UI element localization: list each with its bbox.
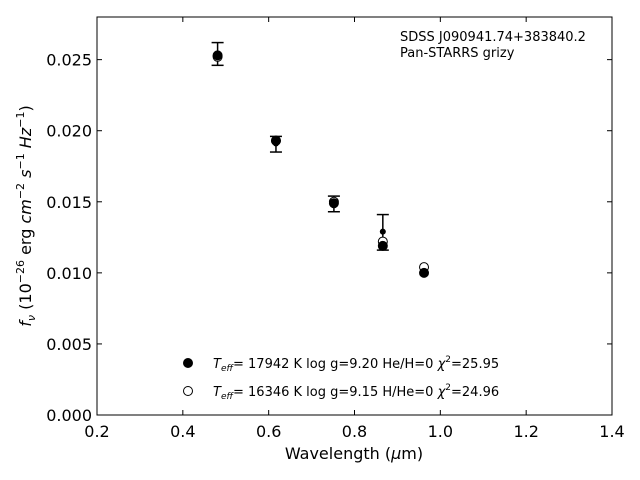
- model-point-filled: [419, 267, 430, 278]
- y-axis-ticks: 0.000 0.005 0.010 0.015 0.020 0.025: [46, 51, 612, 425]
- y-tick-label: 0.015: [46, 193, 92, 212]
- y-tick-label: 0.010: [46, 264, 92, 283]
- model-point-filled: [270, 135, 281, 146]
- series-open-markers: [212, 51, 430, 273]
- annotation-object-name: SDSS J090941.74+383840.2: [400, 30, 586, 45]
- plot-frame: [96, 16, 613, 416]
- error-bars: [211, 41, 389, 251]
- legend-marker-open: [183, 386, 193, 396]
- legend-label-open: Teff= 16346 K log g=9.15 H/He=0 χ2=24.96: [213, 383, 499, 402]
- x-axis-ticks: 0.2 0.4 0.6 0.8 1.0 1.2 1.4: [84, 17, 625, 441]
- observed-point: [379, 228, 386, 235]
- y-tick-label: 0.020: [46, 122, 92, 141]
- y-tick-label: 0.025: [46, 51, 92, 70]
- x-tick-label: 0.2: [84, 422, 109, 441]
- x-tick-label: 0.6: [256, 422, 281, 441]
- model-point-filled: [328, 198, 339, 209]
- legend: Teff= 17942 K log g=9.20 He/H=0 χ2=25.95…: [183, 355, 499, 402]
- legend-label-filled: Teff= 17942 K log g=9.20 He/H=0 χ2=25.95: [213, 355, 499, 374]
- x-tick-label: 1.4: [599, 422, 624, 441]
- legend-marker-filled: [183, 358, 193, 368]
- model-point-filled: [377, 240, 388, 251]
- x-axis-label: Wavelength (μm): [285, 444, 423, 463]
- model-point-filled: [212, 50, 223, 61]
- y-tick-label: 0.005: [46, 335, 92, 354]
- y-tick-label: 0.000: [46, 406, 92, 425]
- y-axis-label: fν (10−26 erg cm−2 s−1 Hz−1): [14, 105, 38, 326]
- x-tick-label: 0.8: [342, 422, 367, 441]
- x-tick-label: 0.4: [170, 422, 195, 441]
- x-tick-label: 1.0: [428, 422, 453, 441]
- x-tick-label: 1.2: [513, 422, 538, 441]
- annotation-survey: Pan-STARRS grizy: [400, 46, 515, 61]
- series-filled-markers: [212, 50, 430, 278]
